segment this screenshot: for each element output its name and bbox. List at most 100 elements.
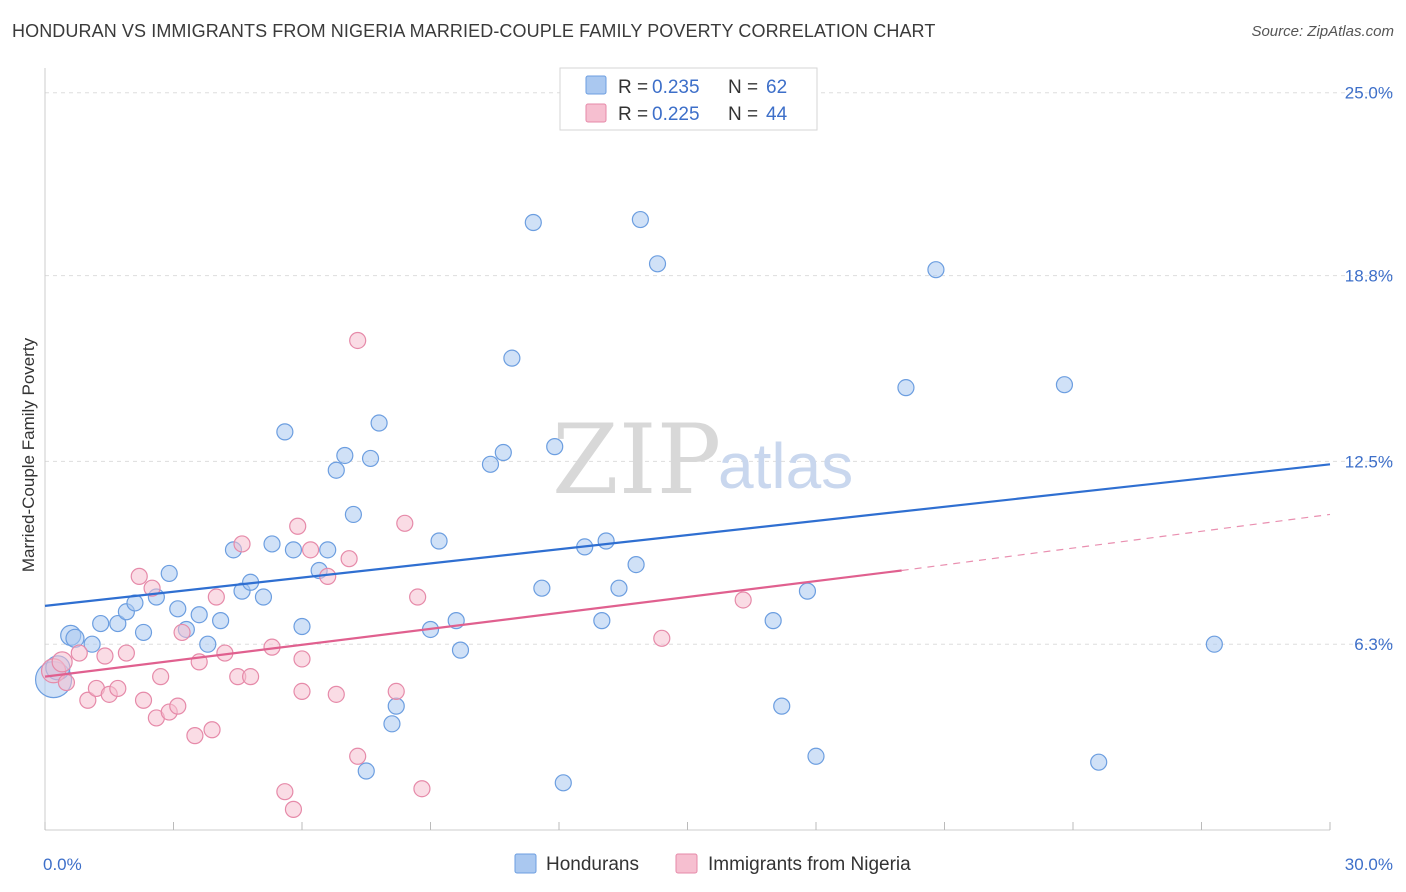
point-nigeria xyxy=(130,567,148,585)
point-hondurans xyxy=(597,532,615,550)
point-nigeria xyxy=(152,668,170,686)
point-nigeria xyxy=(301,541,320,559)
point-hondurans xyxy=(1090,753,1108,771)
point-hondurans xyxy=(533,579,551,597)
point-nigeria xyxy=(70,644,88,662)
point-hondurans xyxy=(1205,635,1223,653)
point-nigeria xyxy=(653,629,671,647)
axes-layer xyxy=(44,68,1331,831)
point-hondurans xyxy=(357,762,375,780)
legend-r-value-0: 0.235 xyxy=(652,77,700,98)
legend-r-value-1: 0.225 xyxy=(652,104,700,125)
point-nigeria xyxy=(413,780,431,798)
point-hondurans xyxy=(627,555,645,574)
point-nigeria xyxy=(96,647,114,665)
point-hondurans xyxy=(370,414,388,432)
point-nigeria xyxy=(293,682,311,700)
y-tick-label: 25.0% xyxy=(1345,84,1393,103)
point-nigeria xyxy=(169,697,187,715)
point-nigeria xyxy=(734,591,752,609)
watermark-zip: ZIP xyxy=(552,404,721,516)
watermark-atlas: atlas xyxy=(718,430,853,502)
legend-r-label-0: R = xyxy=(618,77,648,98)
bottom-legend-swatch-nigeria xyxy=(675,853,698,874)
point-hondurans xyxy=(798,582,817,600)
point-hondurans xyxy=(212,612,230,630)
y-tick-label: 6.3% xyxy=(1354,635,1393,654)
point-hondurans xyxy=(169,600,187,618)
point-hondurans xyxy=(927,261,945,279)
point-hondurans xyxy=(430,532,448,550)
point-nigeria xyxy=(233,535,251,553)
legend-swatch-hondurans xyxy=(585,75,607,95)
point-hondurans xyxy=(160,564,178,583)
point-hondurans xyxy=(276,423,294,441)
top-legend: R = 0.235 N = 62 R = 0.225 N = 44 xyxy=(559,67,818,131)
point-hondurans xyxy=(807,747,825,765)
point-hondurans xyxy=(65,628,85,648)
trend-line-nigeria-extension xyxy=(901,513,1331,572)
point-hondurans xyxy=(494,443,512,462)
point-hondurans xyxy=(481,455,500,473)
point-hondurans xyxy=(631,210,649,229)
point-nigeria xyxy=(57,673,76,692)
legend-n-label-1: N = xyxy=(728,104,758,125)
point-hondurans xyxy=(319,541,337,559)
grid-layer xyxy=(45,92,1393,645)
point-hondurans xyxy=(897,379,915,397)
watermark: ZIP atlas xyxy=(552,404,853,516)
point-hondurans xyxy=(503,349,521,367)
point-nigeria xyxy=(396,514,414,532)
y-tick-label: 12.5% xyxy=(1345,452,1393,471)
point-hondurans xyxy=(109,614,127,633)
point-nigeria xyxy=(349,331,367,350)
y-tick-label: 18.8% xyxy=(1345,267,1393,286)
legend-n-label-0: N = xyxy=(728,77,758,98)
point-nigeria xyxy=(186,727,204,745)
point-nigeria xyxy=(143,579,161,597)
ticks-layer: 6.3% 12.5% 18.8% 25.0% 0.0% 30.0% xyxy=(43,84,1393,874)
legend-swatch-nigeria xyxy=(585,103,607,123)
point-nigeria xyxy=(203,721,221,739)
point-nigeria xyxy=(349,747,367,765)
point-nigeria xyxy=(207,588,225,606)
point-hondurans xyxy=(284,541,303,559)
point-nigeria xyxy=(387,682,405,700)
point-hondurans xyxy=(263,535,281,553)
point-hondurans xyxy=(593,612,611,630)
chart-title: HONDURAN VS IMMIGRANTS FROM NIGERIA MARR… xyxy=(12,21,936,41)
trend-line-nigeria xyxy=(44,569,902,678)
point-nigeria xyxy=(327,685,345,703)
y-axis-label: Married-Couple Family Poverty xyxy=(19,337,38,572)
point-nigeria xyxy=(134,691,153,709)
chart-source: Source: ZipAtlas.com xyxy=(1251,23,1394,40)
point-hondurans xyxy=(190,606,208,624)
points-layer xyxy=(34,210,1223,818)
bottom-legend-label-nigeria: Immigrants from Nigeria xyxy=(708,854,911,875)
point-hondurans xyxy=(336,446,354,465)
point-hondurans xyxy=(610,579,628,597)
point-hondurans xyxy=(524,213,542,232)
x-tick-label: 0.0% xyxy=(43,855,82,874)
bottom-legend-label-hondurans: Hondurans xyxy=(546,854,639,875)
point-hondurans xyxy=(134,623,153,642)
point-hondurans xyxy=(327,461,345,479)
point-hondurans xyxy=(648,255,667,273)
legend-r-label-1: R = xyxy=(618,104,648,125)
point-hondurans xyxy=(92,614,110,633)
trend-line-hondurans xyxy=(44,463,1331,607)
bottom-legend-swatch-hondurans xyxy=(514,853,537,874)
trend-layer xyxy=(44,463,1331,678)
point-nigeria xyxy=(51,651,73,673)
point-hondurans xyxy=(1055,376,1074,394)
point-nigeria xyxy=(284,800,303,818)
point-nigeria xyxy=(242,668,260,686)
legend-n-value-0: 62 xyxy=(766,77,787,98)
point-nigeria xyxy=(109,679,127,698)
point-nigeria xyxy=(409,588,427,606)
point-hondurans xyxy=(546,438,564,456)
point-nigeria xyxy=(79,691,97,709)
point-nigeria xyxy=(293,650,311,668)
point-hondurans xyxy=(293,617,311,636)
point-hondurans xyxy=(344,505,362,524)
